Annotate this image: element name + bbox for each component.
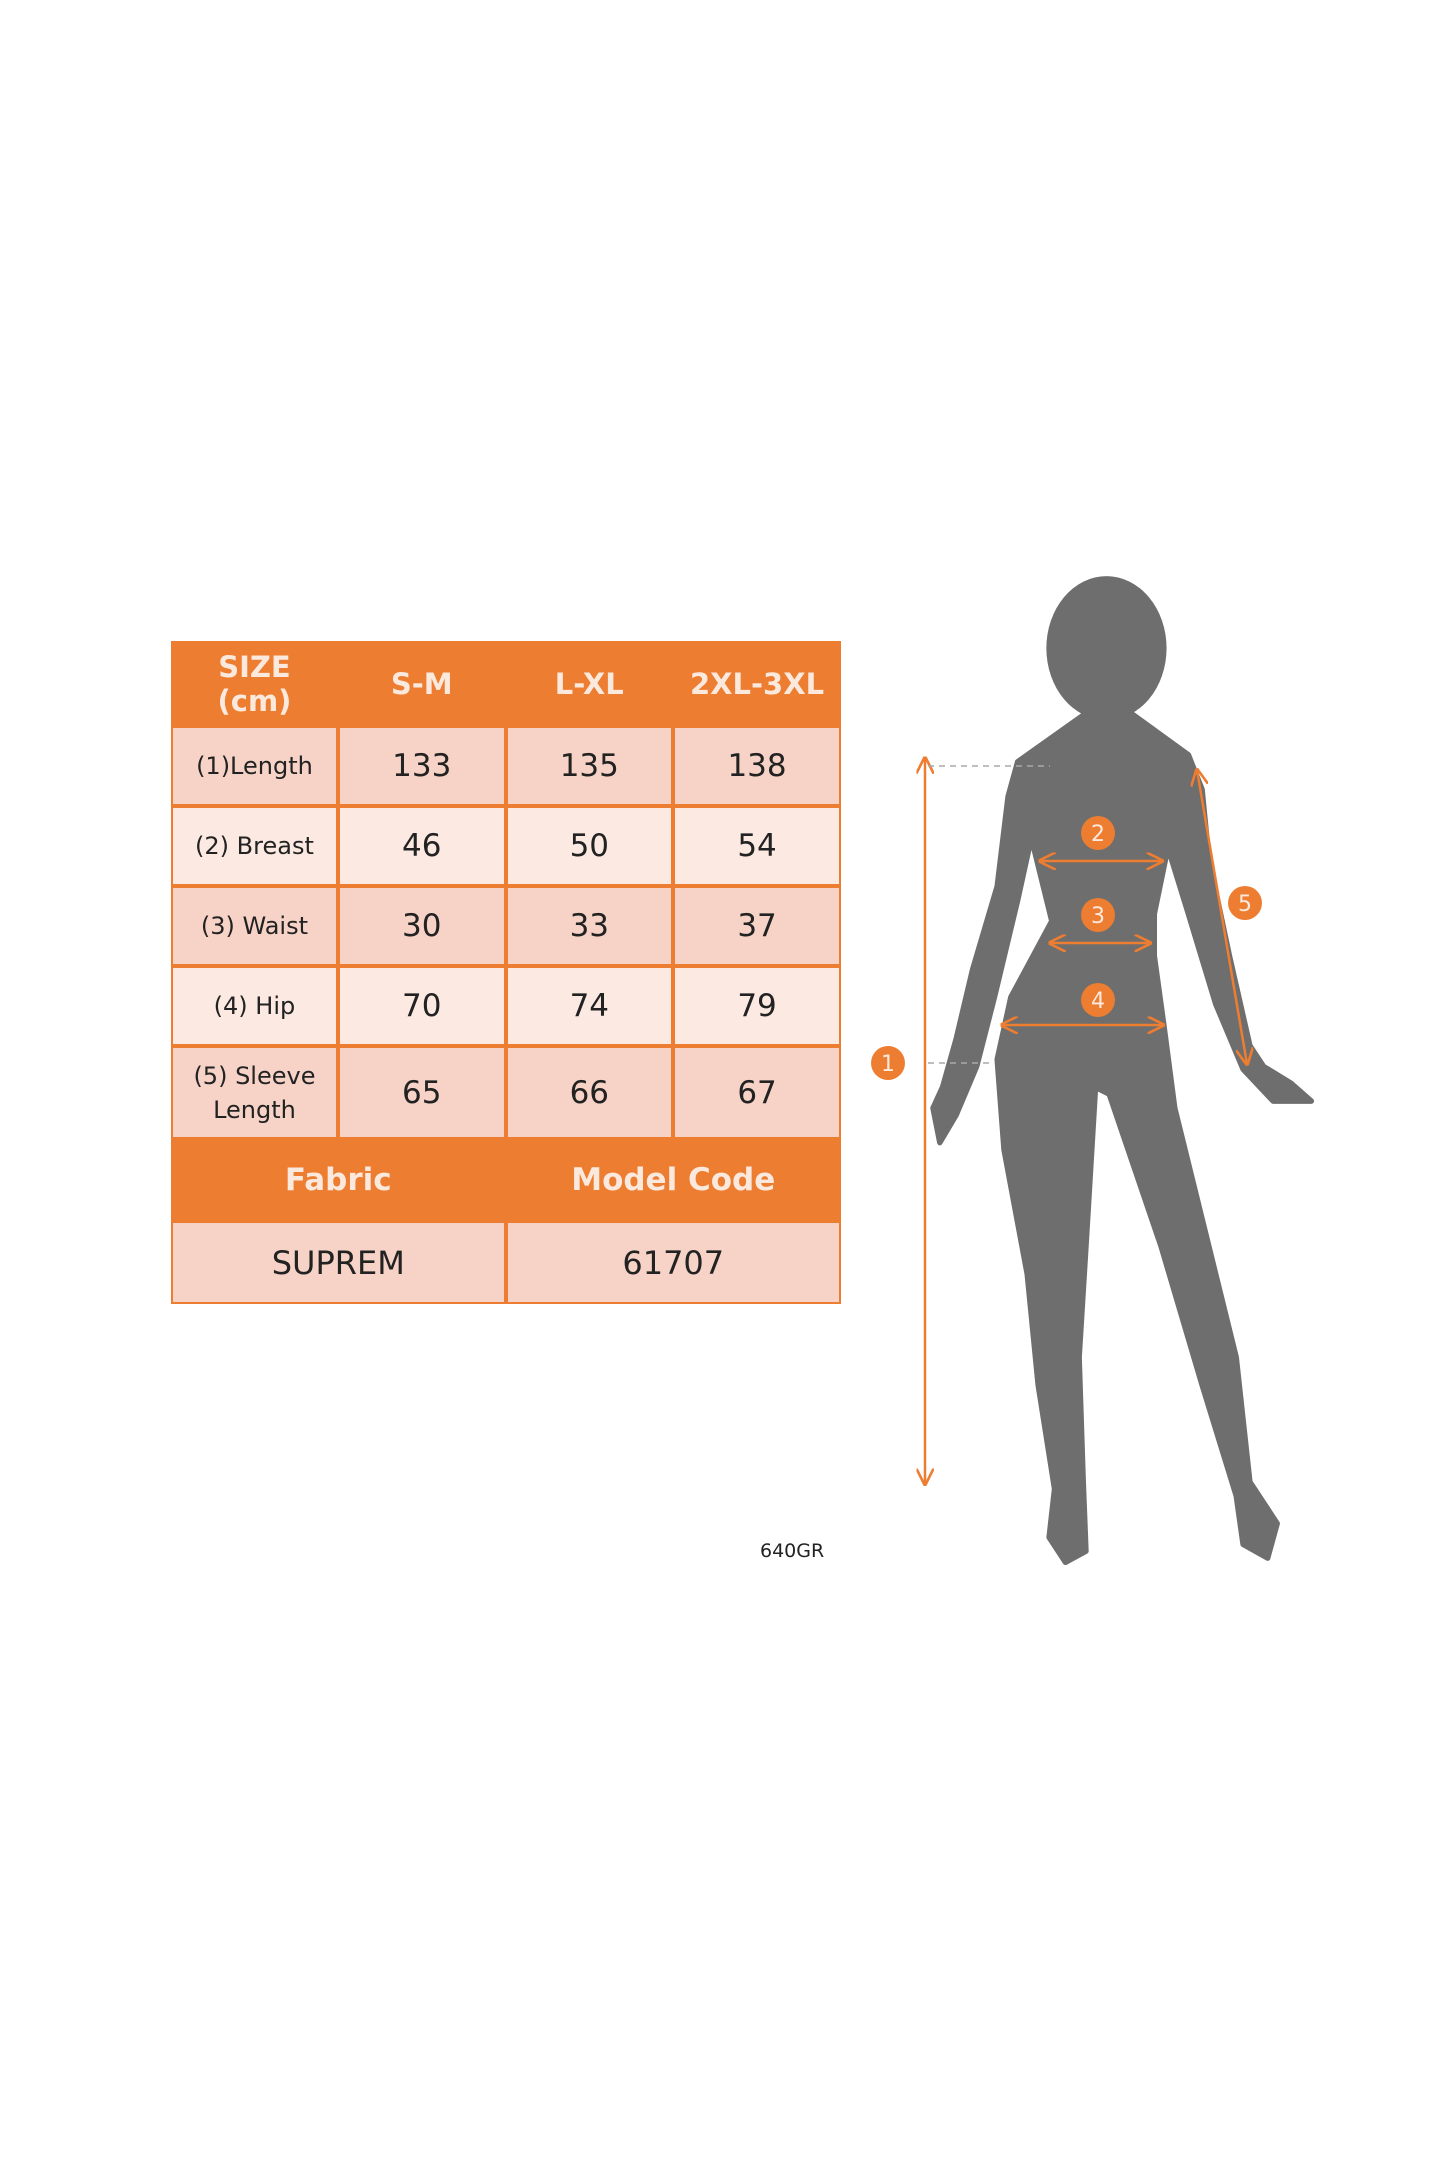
table-cell: 65 [337, 1046, 506, 1139]
silhouette-body [930, 710, 1315, 1566]
header-s-m: S-M [337, 641, 506, 726]
fabric-value: SUPREM [171, 1221, 506, 1304]
table-cell: 67 [673, 1046, 841, 1139]
header-size-line: SIZE [218, 649, 291, 684]
fabric-value-row: SUPREM 61707 [171, 1221, 841, 1304]
table-cell: 79 [673, 966, 841, 1046]
measurement-guides [925, 758, 1247, 1484]
marker-label: 5 [1238, 892, 1252, 917]
row-label-line: (5) Sleeve [193, 1061, 316, 1090]
table-row-breast: (2) Breast 46 50 54 [171, 806, 841, 886]
marker-label: 2 [1091, 822, 1105, 847]
fabric-label: Fabric [171, 1139, 506, 1221]
row-label: (3) Waist [171, 886, 338, 966]
table-cell: 74 [505, 966, 674, 1046]
table-cell: 66 [505, 1046, 674, 1139]
table-row-sleeve-length: (5) Sleeve Length 65 66 67 [171, 1046, 841, 1139]
row-label: (1)Length [171, 726, 338, 806]
table-cell: 37 [673, 886, 841, 966]
marker-label: 4 [1091, 989, 1105, 1014]
header-size-cm: SIZE (cm) [171, 641, 338, 726]
marker-5: 5 [1228, 886, 1262, 920]
header-2xl-3xl: 2XL-3XL [673, 641, 841, 726]
row-label: (2) Breast [171, 806, 338, 886]
product-code-note: 640GR [760, 1540, 825, 1562]
marker-1: 1 [871, 1046, 905, 1080]
table-cell: 33 [505, 886, 674, 966]
table-cell: 50 [505, 806, 674, 886]
table-cell: 135 [505, 726, 674, 806]
row-label: (5) Sleeve Length [171, 1046, 338, 1139]
fabric-header-row: Fabric Model Code [171, 1139, 841, 1221]
marker-3: 3 [1081, 898, 1115, 932]
silhouette [930, 576, 1315, 1566]
table-row-length: (1)Length 133 135 138 [171, 726, 841, 806]
table-row-waist: (3) Waist 30 33 37 [171, 886, 841, 966]
table-row-hip: (4) Hip 70 74 79 [171, 966, 841, 1046]
row-label-line: Length [213, 1095, 296, 1124]
marker-label: 3 [1091, 904, 1105, 929]
table-cell: 133 [337, 726, 506, 806]
model-code-label: Model Code [505, 1139, 841, 1221]
silhouette-head [1046, 576, 1167, 721]
table-header-row: SIZE (cm) S-M L-XL 2XL-3XL [171, 641, 841, 726]
marker-4: 4 [1081, 983, 1115, 1017]
table-cell: 138 [673, 726, 841, 806]
row-label: (4) Hip [171, 966, 338, 1046]
marker-label: 1 [881, 1052, 895, 1077]
model-code-value: 61707 [505, 1221, 841, 1304]
header-l-xl: L-XL [505, 641, 674, 726]
size-chart-table: SIZE (cm) S-M L-XL 2XL-3XL (1)Length 133 … [171, 641, 841, 1304]
marker-2: 2 [1081, 816, 1115, 850]
dashed-reference-lines [928, 765, 1050, 1064]
table-cell: 30 [337, 886, 506, 966]
header-unit-line: (cm) [217, 683, 292, 718]
table-cell: 46 [337, 806, 506, 886]
table-cell: 54 [673, 806, 841, 886]
sleeve-arrow [1197, 770, 1247, 1064]
table-cell: 70 [337, 966, 506, 1046]
